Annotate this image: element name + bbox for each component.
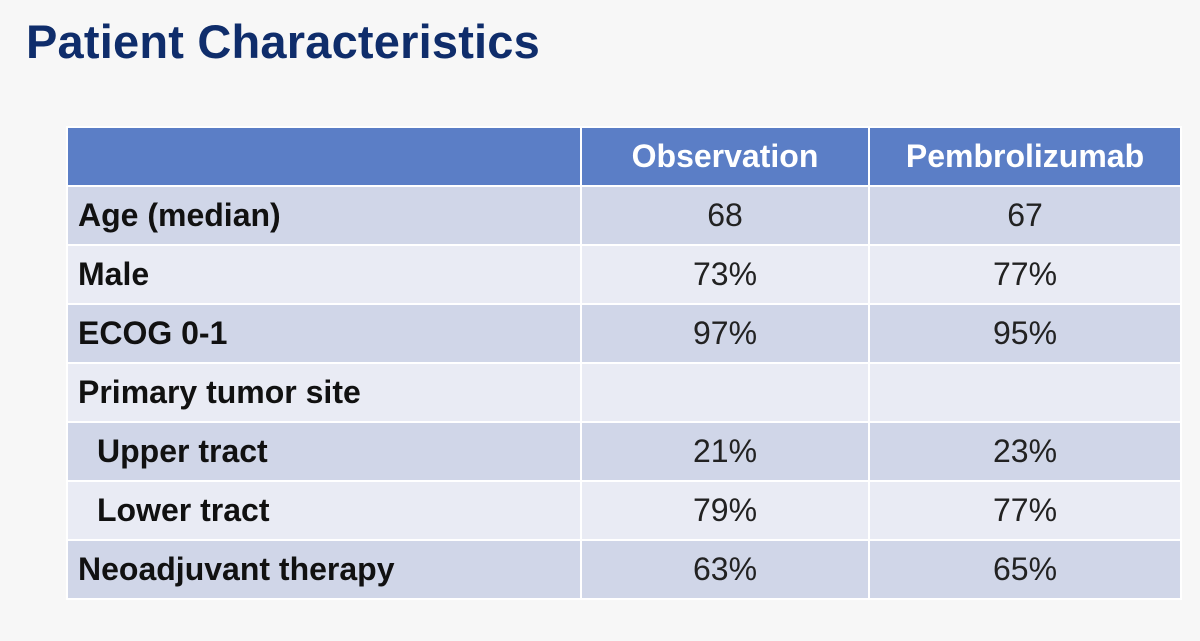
pembrolizumab-value: 23% (868, 421, 1182, 482)
pembrolizumab-value: 67 (868, 185, 1182, 246)
pembrolizumab-value: 65% (868, 539, 1182, 600)
row-label: Primary tumor site (66, 362, 582, 423)
table-row: Primary tumor site (66, 362, 1182, 423)
table-row: Neoadjuvant therapy 63% 65% (66, 539, 1182, 600)
row-label: Age (median) (66, 185, 582, 246)
header-observation: Observation (580, 126, 870, 187)
row-label: ECOG 0-1 (66, 303, 582, 364)
table-row: Male 73% 77% (66, 244, 1182, 305)
observation-value (580, 362, 870, 423)
pembrolizumab-value: 95% (868, 303, 1182, 364)
observation-value: 21% (580, 421, 870, 482)
table-row: Upper tract 21% 23% (66, 421, 1182, 482)
table-row: Age (median) 68 67 (66, 185, 1182, 246)
observation-value: 63% (580, 539, 870, 600)
header-empty-cell (66, 126, 582, 187)
row-label: Male (66, 244, 582, 305)
observation-value: 97% (580, 303, 870, 364)
row-label: Lower tract (66, 480, 582, 541)
header-pembrolizumab: Pembrolizumab (868, 126, 1182, 187)
table-row: Lower tract 79% 77% (66, 480, 1182, 541)
pembrolizumab-value: 77% (868, 244, 1182, 305)
patient-characteristics-table: Observation Pembrolizumab Age (median) 6… (66, 126, 1182, 600)
observation-value: 68 (580, 185, 870, 246)
observation-value: 73% (580, 244, 870, 305)
pembrolizumab-value: 77% (868, 480, 1182, 541)
row-label: Neoadjuvant therapy (66, 539, 582, 600)
observation-value: 79% (580, 480, 870, 541)
pembrolizumab-value (868, 362, 1182, 423)
table-row: ECOG 0-1 97% 95% (66, 303, 1182, 364)
table-header-row: Observation Pembrolizumab (66, 126, 1182, 187)
slide-title: Patient Characteristics (26, 15, 540, 68)
row-label: Upper tract (66, 421, 582, 482)
